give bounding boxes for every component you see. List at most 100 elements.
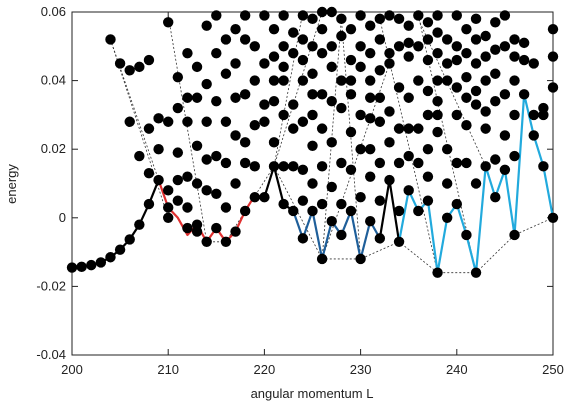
data-point <box>172 102 184 114</box>
data-point <box>451 198 462 210</box>
data-point <box>278 109 289 121</box>
data-point <box>307 89 318 100</box>
data-point <box>316 123 328 134</box>
data-point <box>297 233 309 244</box>
data-point <box>201 154 212 165</box>
data-point <box>547 23 559 35</box>
yrast-segment <box>263 165 294 212</box>
lowest-state-point <box>95 257 107 268</box>
dashed-path <box>379 18 438 273</box>
data-point <box>201 20 212 31</box>
lowest-state-point <box>86 259 97 271</box>
data-point <box>230 23 241 35</box>
data-point <box>182 116 193 127</box>
data-point <box>499 130 511 141</box>
data-point <box>259 192 270 203</box>
data-point <box>393 236 405 248</box>
data-point <box>307 140 318 151</box>
data-point <box>249 41 260 52</box>
data-point <box>393 123 405 134</box>
data-point <box>422 109 434 121</box>
data-point <box>538 109 549 121</box>
dashed-path <box>273 11 323 167</box>
data-point <box>432 109 443 121</box>
data-point <box>441 75 453 86</box>
data-point <box>134 150 145 162</box>
data-point <box>432 47 443 59</box>
data-point <box>413 41 424 52</box>
data-point <box>316 161 328 172</box>
data-point <box>509 150 520 162</box>
data-point <box>268 137 280 148</box>
data-point <box>249 119 260 131</box>
data-point <box>316 198 328 210</box>
data-point <box>528 58 539 69</box>
data-point <box>211 222 222 234</box>
data-point <box>461 47 472 59</box>
data-point <box>441 144 453 155</box>
data-point <box>355 253 366 265</box>
y-tick-label: 0.06 <box>41 4 66 19</box>
data-point <box>365 92 376 103</box>
data-point <box>268 75 280 86</box>
data-point <box>470 58 482 69</box>
data-point <box>441 178 453 189</box>
data-point <box>538 161 549 172</box>
data-point <box>365 20 376 31</box>
data-point <box>326 137 337 148</box>
data-point <box>365 113 376 124</box>
data-point <box>384 58 395 69</box>
x-tick-label: 250 <box>542 362 564 377</box>
data-point <box>432 10 443 21</box>
data-point <box>374 92 386 103</box>
data-point <box>230 58 241 69</box>
data-point <box>393 205 405 217</box>
data-point <box>297 54 309 66</box>
data-point <box>316 6 328 18</box>
data-point <box>422 85 434 97</box>
data-point <box>461 23 472 35</box>
data-point <box>230 92 241 103</box>
data-point <box>259 116 270 127</box>
data-point <box>374 34 386 45</box>
data-point <box>461 119 472 131</box>
data-point <box>249 192 260 203</box>
data-point <box>345 23 357 35</box>
data-point <box>307 109 318 121</box>
data-point <box>345 89 357 100</box>
data-point <box>528 109 539 121</box>
data-point <box>480 161 491 172</box>
data-point <box>239 205 251 217</box>
x-tick-label: 230 <box>350 362 372 377</box>
data-point <box>326 6 337 18</box>
data-point <box>163 202 174 213</box>
data-point <box>220 116 232 127</box>
data-point <box>297 164 309 175</box>
data-point <box>374 13 386 25</box>
data-point <box>355 10 366 21</box>
yrast-segment <box>71 179 160 269</box>
data-point <box>143 54 155 66</box>
data-point <box>220 236 232 248</box>
data-point <box>316 89 328 100</box>
data-point <box>374 157 386 169</box>
data-point <box>336 102 347 114</box>
data-point <box>336 75 347 86</box>
x-tick-label: 200 <box>61 362 83 377</box>
data-point <box>461 71 472 83</box>
data-point <box>345 75 357 86</box>
data-point <box>336 30 347 42</box>
lowest-state-point <box>76 261 87 273</box>
data-point <box>345 126 357 138</box>
dashed-path <box>273 166 554 274</box>
data-point <box>490 68 501 79</box>
lowest-state-point <box>134 219 145 230</box>
data-point <box>403 51 414 62</box>
data-point <box>288 99 299 110</box>
data-point <box>201 236 212 248</box>
data-point <box>355 109 366 121</box>
data-point <box>470 99 482 110</box>
data-point <box>451 41 462 52</box>
data-point <box>490 17 501 28</box>
